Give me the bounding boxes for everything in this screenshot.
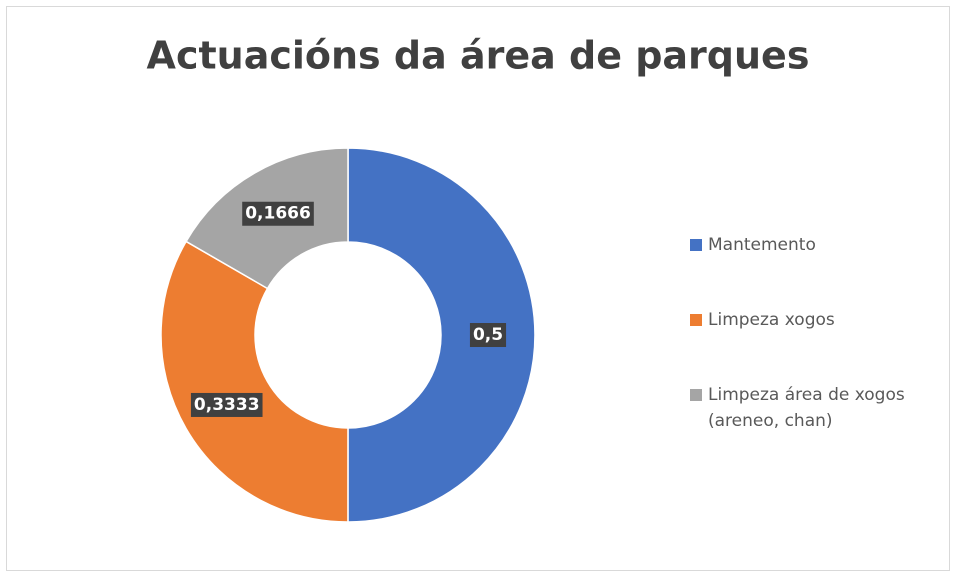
data-label-bg: [242, 201, 314, 226]
data-label: 0,3333: [194, 395, 260, 415]
donut-segment: [160, 240, 349, 523]
data-label-bg: [190, 392, 263, 417]
legend-item: Limpeza xogos: [690, 307, 950, 333]
legend-swatch: [690, 239, 702, 251]
legend-swatch: [690, 314, 702, 326]
legend-item: Limpeza área de xogos (areneo, chan): [690, 382, 950, 434]
legend-swatch: [690, 389, 702, 401]
data-label: 0,5: [473, 325, 503, 345]
legend-item: Mantemento: [690, 232, 950, 258]
legend-label: Limpeza xogos: [708, 310, 835, 330]
data-label: 0,1666: [245, 204, 311, 224]
legend-label: Mantemento: [708, 235, 816, 255]
legend-label: Limpeza área de xogos (areneo, chan): [708, 385, 905, 431]
donut-segment: [347, 147, 536, 523]
chart-title: Actuacións da área de parques: [147, 34, 810, 78]
data-label-bg: [469, 323, 507, 348]
